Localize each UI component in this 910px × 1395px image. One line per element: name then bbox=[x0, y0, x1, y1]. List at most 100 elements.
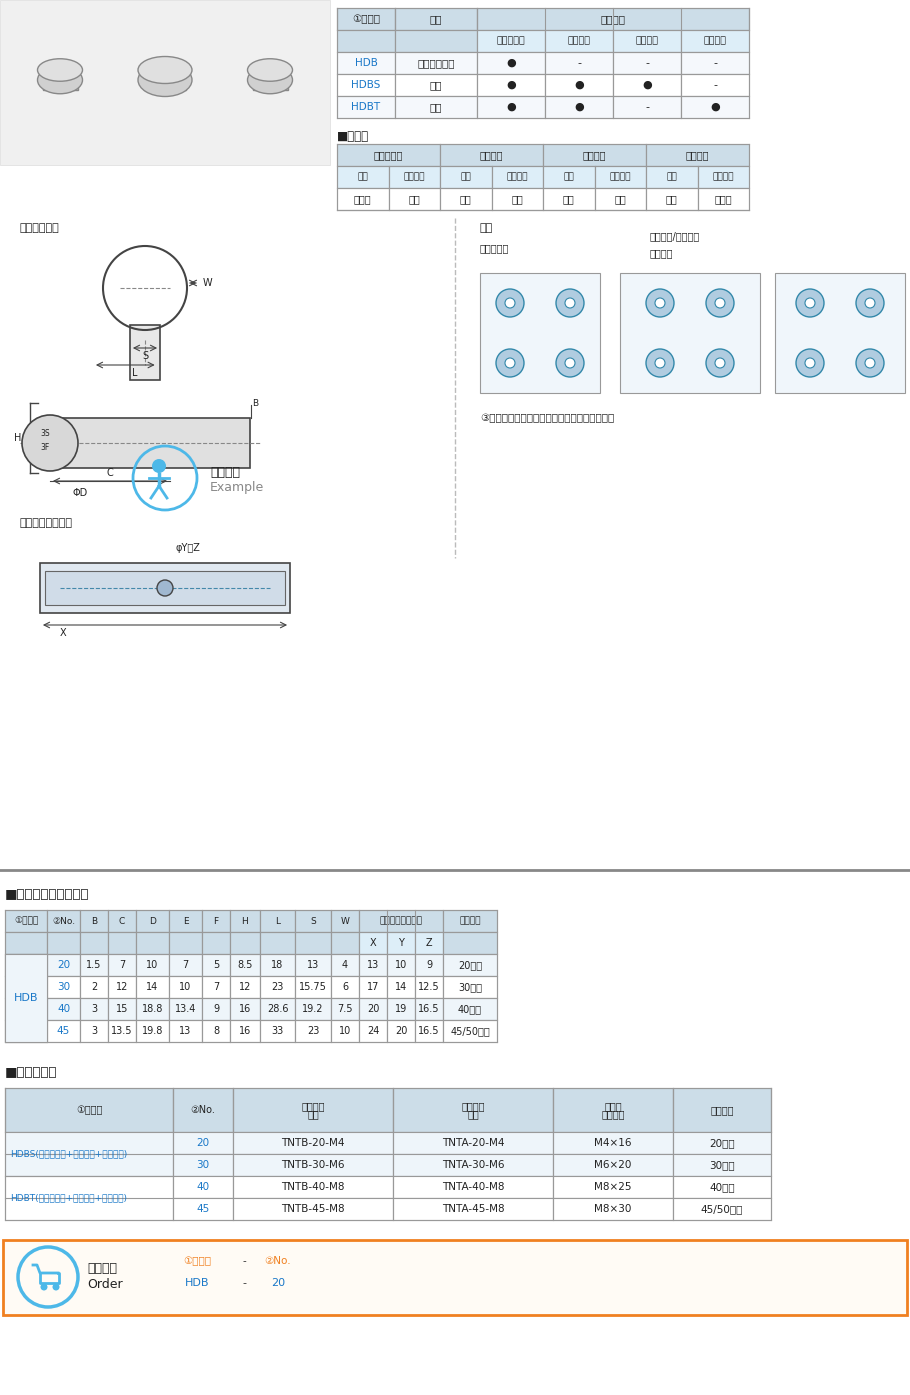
Circle shape bbox=[655, 299, 665, 308]
Text: -: - bbox=[645, 59, 649, 68]
Text: 材质: 材质 bbox=[460, 173, 471, 181]
Bar bbox=[673, 1176, 771, 1198]
Bar bbox=[331, 997, 359, 1020]
Text: 滑块螺母: 滑块螺母 bbox=[301, 1101, 325, 1110]
Text: 3: 3 bbox=[91, 1004, 97, 1014]
Bar bbox=[477, 8, 749, 31]
Text: W: W bbox=[340, 917, 349, 925]
Text: 3F: 3F bbox=[40, 444, 49, 452]
Bar bbox=[673, 1088, 771, 1131]
Bar bbox=[673, 1131, 771, 1154]
Text: 18: 18 bbox=[271, 960, 284, 970]
Circle shape bbox=[41, 1283, 47, 1290]
Bar bbox=[5, 1020, 47, 1042]
Text: 建议型材钻孔尺寸: 建议型材钻孔尺寸 bbox=[379, 917, 422, 925]
Ellipse shape bbox=[248, 59, 292, 81]
Text: 45/50系列: 45/50系列 bbox=[450, 1025, 490, 1036]
Text: M8×30: M8×30 bbox=[594, 1204, 632, 1214]
Bar bbox=[594, 188, 646, 211]
Text: 10: 10 bbox=[395, 960, 407, 970]
Bar bbox=[480, 273, 600, 393]
Circle shape bbox=[152, 459, 166, 473]
Bar bbox=[646, 188, 697, 211]
Bar bbox=[646, 144, 749, 166]
Bar bbox=[5, 1088, 173, 1131]
Bar bbox=[295, 997, 331, 1020]
Text: 建议型材钒孔尺寸: 建议型材钒孔尺寸 bbox=[20, 518, 73, 527]
Text: 镀镍: 镀镍 bbox=[614, 194, 626, 204]
Text: -: - bbox=[577, 59, 581, 68]
Text: 20: 20 bbox=[367, 1004, 379, 1014]
Bar bbox=[5, 1176, 173, 1221]
Text: 12: 12 bbox=[116, 982, 128, 992]
Bar bbox=[5, 954, 47, 1042]
Bar bbox=[80, 954, 108, 976]
Bar bbox=[136, 997, 169, 1020]
Bar bbox=[387, 932, 415, 954]
Text: TNTB-45-M8: TNTB-45-M8 bbox=[281, 1204, 345, 1214]
Text: 19.8: 19.8 bbox=[142, 1025, 163, 1036]
Circle shape bbox=[805, 359, 815, 368]
Text: ①类型码: ①类型码 bbox=[76, 1105, 102, 1115]
Text: 13: 13 bbox=[367, 960, 379, 970]
Bar bbox=[230, 1020, 260, 1042]
Bar bbox=[50, 418, 250, 467]
Bar bbox=[160, 1250, 235, 1272]
Text: H: H bbox=[242, 917, 248, 925]
Bar bbox=[393, 1131, 553, 1154]
Bar bbox=[477, 52, 545, 74]
Bar bbox=[5, 997, 47, 1020]
Text: 30系列: 30系列 bbox=[709, 1161, 734, 1170]
Ellipse shape bbox=[37, 59, 83, 81]
Bar bbox=[331, 932, 359, 954]
Text: ③为确保装配质量，建议成套使用内置连接件。: ③为确保装配质量，建议成套使用内置连接件。 bbox=[480, 413, 614, 423]
Text: -: - bbox=[713, 80, 717, 91]
Bar bbox=[543, 144, 646, 166]
Text: 镀白锤: 镀白锤 bbox=[714, 194, 732, 204]
Bar bbox=[43, 70, 77, 91]
Text: B: B bbox=[252, 399, 258, 407]
Bar bbox=[545, 31, 613, 52]
Bar bbox=[646, 166, 697, 188]
Text: 20: 20 bbox=[197, 1138, 209, 1148]
Bar bbox=[395, 31, 477, 52]
Text: 杯头螺丝: 杯头螺丝 bbox=[650, 248, 673, 258]
Bar bbox=[359, 932, 387, 954]
Text: 7: 7 bbox=[182, 960, 188, 970]
Bar bbox=[160, 1272, 235, 1295]
Circle shape bbox=[157, 580, 173, 596]
Text: S: S bbox=[142, 352, 148, 361]
Text: ■单内置连接件尺寸表: ■单内置连接件尺寸表 bbox=[5, 887, 89, 901]
Bar bbox=[393, 1154, 553, 1176]
Bar bbox=[337, 8, 395, 31]
Bar bbox=[173, 1154, 233, 1176]
Bar bbox=[5, 910, 47, 932]
Bar bbox=[395, 52, 477, 74]
Text: TNTA-20-M4: TNTA-20-M4 bbox=[441, 1138, 504, 1148]
Text: 型号: 型号 bbox=[467, 1109, 479, 1119]
Text: M4×16: M4×16 bbox=[594, 1138, 632, 1148]
Text: HDB: HDB bbox=[14, 993, 38, 1003]
Bar bbox=[545, 74, 613, 96]
Bar bbox=[440, 144, 543, 166]
Bar bbox=[260, 932, 295, 954]
Bar bbox=[553, 1198, 673, 1221]
Bar bbox=[337, 52, 395, 74]
Bar bbox=[136, 910, 169, 932]
Text: TNTB-20-M4: TNTB-20-M4 bbox=[281, 1138, 345, 1148]
Bar bbox=[169, 932, 202, 954]
Text: 表面处理: 表面处理 bbox=[610, 173, 631, 181]
Bar bbox=[47, 932, 80, 954]
Text: 材质: 材质 bbox=[563, 173, 574, 181]
Text: L: L bbox=[132, 368, 137, 378]
Bar bbox=[80, 976, 108, 997]
Text: ①类型码: ①类型码 bbox=[352, 14, 380, 24]
Text: X: X bbox=[60, 628, 66, 638]
Text: 表面处理: 表面处理 bbox=[403, 173, 425, 181]
Bar bbox=[80, 997, 108, 1020]
Text: ②No.: ②No. bbox=[190, 1105, 216, 1115]
Text: 40系列: 40系列 bbox=[709, 1182, 734, 1191]
Text: -: - bbox=[645, 102, 649, 112]
Circle shape bbox=[646, 349, 674, 377]
Bar bbox=[359, 976, 387, 997]
